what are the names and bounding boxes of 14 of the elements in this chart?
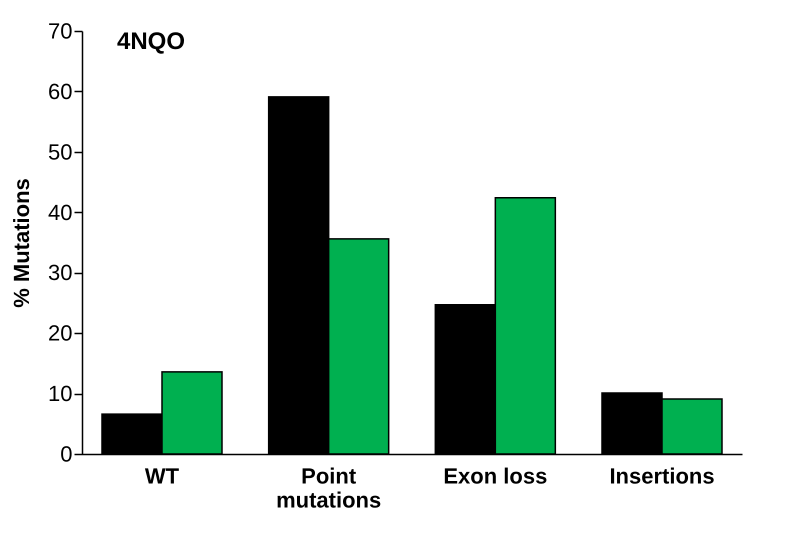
y-tick-label: 70 xyxy=(48,18,72,44)
y-tick-label: 10 xyxy=(48,381,72,406)
y-tick-label: 40 xyxy=(48,200,72,225)
y-axis-title: % Mutations xyxy=(9,178,34,308)
y-tick-label: 60 xyxy=(48,78,72,104)
y-tick-label: 50 xyxy=(48,139,72,164)
y-tick-label: 0 xyxy=(60,442,72,466)
chart-title: 4NQO xyxy=(117,28,186,55)
y-tick-label: 30 xyxy=(48,260,72,286)
y-tick-label: 20 xyxy=(48,320,72,346)
x-tick-label: Insertions xyxy=(609,464,715,488)
x-tick-label: Exon loss xyxy=(443,464,548,488)
x-tick-label: Point mutations xyxy=(276,464,382,512)
x-tick-label: WT xyxy=(144,464,180,488)
